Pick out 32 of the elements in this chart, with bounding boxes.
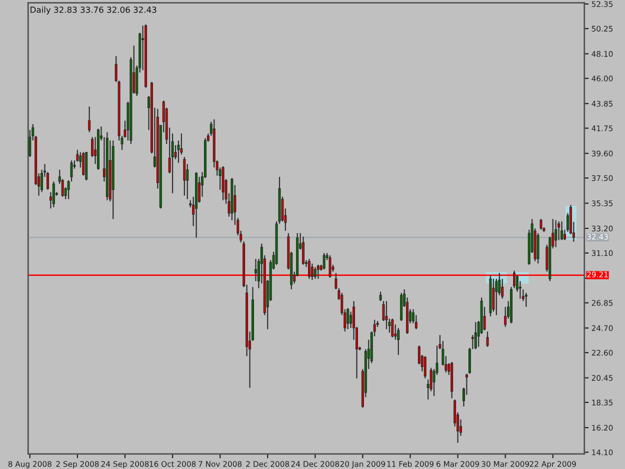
candlestick [394,324,397,340]
candlestick [560,220,564,241]
candlestick [468,347,471,374]
candlestick [397,327,400,356]
candlestick [308,258,310,280]
candlestick [492,278,495,312]
candlestick [540,218,542,230]
candlestick [186,163,189,200]
candlestick [310,263,314,281]
candlestick [391,318,394,338]
candlestick [82,152,85,176]
candlestick [385,300,388,330]
candlestick [554,220,558,248]
candlestick [302,236,305,266]
candlestick [495,278,498,316]
candlestick [424,356,426,379]
candlestick [328,254,332,278]
candlestick [88,106,91,133]
chart-title: Daily 32.83 33.76 32.06 32.43 [30,6,156,14]
candlestick [379,291,382,302]
candlestick [314,266,316,280]
candlestick [536,232,540,264]
candlestick [471,334,474,350]
candlestick [322,252,326,270]
candlestick [346,308,350,330]
candlestick [474,322,477,350]
candlestick [52,180,55,208]
candlestick [316,264,320,280]
candlestick [524,292,528,308]
candlestick [486,330,489,348]
candlestick [174,144,177,160]
candlestick [183,156,186,196]
